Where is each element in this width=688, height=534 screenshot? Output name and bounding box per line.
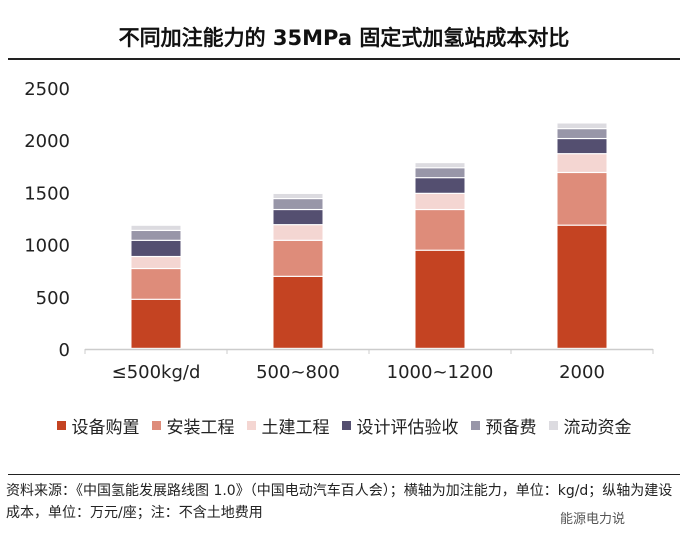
legend-label: 设备购置 <box>71 418 140 438</box>
bar-segment <box>415 163 465 168</box>
legend-item: 安装工程 <box>151 413 235 438</box>
x-tick-label: 500~800 <box>256 362 340 383</box>
bar-segment <box>131 257 181 268</box>
bar-segment <box>273 199 323 209</box>
bar-segment <box>131 225 181 230</box>
legend-item: 预备费 <box>470 413 537 438</box>
chart-title: 不同加注能力的 35MPa 固定式加氢站成本对比 <box>118 26 570 50</box>
bar-segment <box>415 193 465 209</box>
bar-segment <box>557 123 607 129</box>
x-tick-label: 2000 <box>559 362 605 383</box>
bar-segment <box>131 231 181 240</box>
x-tick-label: 1000~1200 <box>387 362 494 383</box>
legend-swatch <box>246 421 256 430</box>
legend-label: 预备费 <box>485 418 537 438</box>
chart-plot: 0 500 1000 1500 2000 2500 ≤500kg/d 500~800 1000~… <box>24 79 654 383</box>
bar-segment <box>415 250 465 348</box>
bar-segment <box>131 269 181 299</box>
bar-segment <box>273 276 323 348</box>
bar-segment <box>557 129 607 138</box>
y-tick-label: 2000 <box>24 131 70 152</box>
bar-segment <box>273 193 323 198</box>
bar-segment <box>557 173 607 225</box>
legend-item: 土建工程 <box>246 413 330 438</box>
legend: 设备购置 安装工程 土建工程 设计评估验收 预备费 流动资金 <box>0 413 688 438</box>
bar-segment <box>273 210 323 225</box>
bar-segment <box>131 299 181 348</box>
bar-segment <box>131 240 181 256</box>
source-note: 资料来源：《中国氢能发展路线图 1.0》（中国电动汽车百人会）；横轴为加注能力，… <box>6 483 673 521</box>
y-tick-label: 1500 <box>24 183 70 204</box>
legend-label: 流动资金 <box>563 418 632 438</box>
y-tick-label: 500 <box>36 288 70 309</box>
legend-label: 土建工程 <box>261 418 330 438</box>
legend-swatch <box>548 421 558 430</box>
title-divider <box>8 58 680 60</box>
legend-swatch <box>470 421 480 430</box>
bar-segment <box>273 240 323 276</box>
bar-segment <box>557 225 607 348</box>
legend-swatch <box>341 421 351 430</box>
legend-label: 设计评估验收 <box>356 418 459 438</box>
y-tick-label: 0 <box>59 340 70 361</box>
y-tick-label: 1000 <box>24 236 70 257</box>
bar-segment <box>415 210 465 250</box>
bar-segment <box>273 225 323 240</box>
legend-item: 设计评估验收 <box>341 413 459 438</box>
legend-swatch <box>56 421 66 430</box>
legend-swatch <box>151 421 161 430</box>
bar-segment <box>415 168 465 178</box>
legend-item: 设备购置 <box>56 413 140 438</box>
source-divider <box>8 474 680 475</box>
watermark: 能源电力说 <box>560 512 626 527</box>
legend-item: 流动资金 <box>548 413 632 438</box>
bar-segment <box>557 139 607 154</box>
bar-segment <box>557 154 607 172</box>
bar-segment <box>415 178 465 193</box>
y-tick-label: 2500 <box>24 79 70 100</box>
x-tick-label: ≤500kg/d <box>112 362 201 383</box>
legend-label: 安装工程 <box>166 418 235 438</box>
